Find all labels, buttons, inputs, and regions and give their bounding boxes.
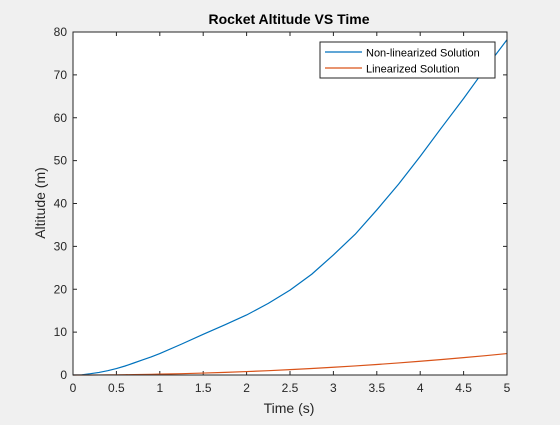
legend-label-linearized: Linearized Solution: [366, 64, 460, 76]
x-tick-label: 4.5: [455, 381, 472, 395]
axes-box: [72, 31, 508, 376]
x-tick-label: 0: [70, 381, 77, 395]
x-tick-label: 2.5: [282, 381, 299, 395]
y-tick-label: 60: [54, 111, 68, 125]
y-tick-label: 0: [60, 368, 67, 382]
x-tick-label: 3.5: [368, 381, 385, 395]
legend-label-non-linearized: Non-linearized Solution: [366, 48, 480, 60]
x-tick-label: 5: [504, 381, 511, 395]
x-axis-label: Time (s): [264, 400, 315, 416]
legend[interactable]: Non-linearized Solution Linearized Solut…: [319, 41, 496, 79]
y-axis-label: Altitude (m): [32, 167, 48, 239]
series-line-non-linearized: [72, 39, 508, 376]
x-tick-label: 1: [156, 381, 163, 395]
legend-box: [319, 41, 496, 79]
y-tick-label: 30: [54, 239, 68, 253]
y-tick-label: 10: [54, 325, 68, 339]
y-tick-label: 80: [54, 25, 68, 39]
y-tick-label: 50: [54, 154, 68, 168]
y-tick-label: 20: [54, 282, 68, 296]
y-tick-label: 70: [54, 68, 68, 82]
y-tick-label: 40: [54, 197, 68, 211]
x-tick-label: 0.5: [108, 381, 125, 395]
plot-area: [73, 32, 507, 375]
x-tick-label: 3: [330, 381, 337, 395]
x-tick-label: 1.5: [195, 381, 212, 395]
chart-title: Rocket Altitude VS Time: [208, 11, 369, 27]
x-tick-label: 2: [243, 381, 250, 395]
x-tick-label: 4: [417, 381, 424, 395]
